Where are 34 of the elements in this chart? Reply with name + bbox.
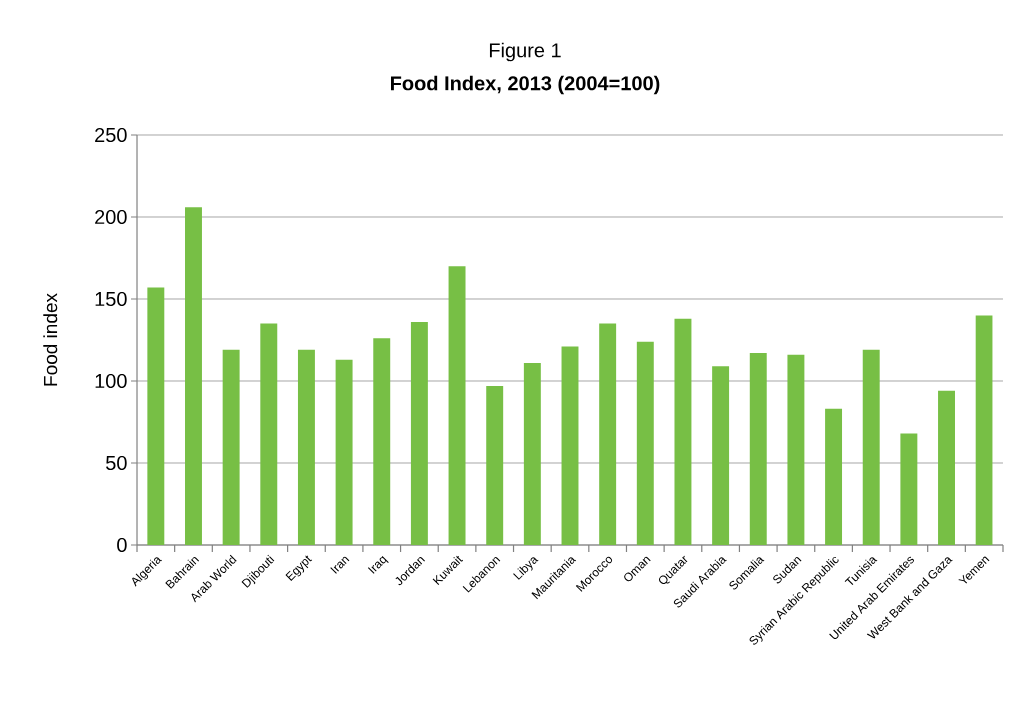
y-tick-label: 150 [95,291,127,307]
bar [297,349,315,545]
bar [222,349,240,545]
bar [636,341,654,545]
bar [938,390,955,545]
y-tick-label: 250 [95,127,127,143]
bar [975,315,993,545]
y-tick-label: 200 [95,209,127,225]
bar [674,318,692,545]
bar [599,323,617,545]
x-tick-label: Iran [330,556,350,574]
bar [712,366,730,545]
bar [185,207,202,545]
bar [335,359,353,545]
x-tick-label: Iraq [367,555,389,574]
bar [862,349,880,545]
bar [749,353,767,545]
bar [147,287,165,545]
chart-subtitle: Food Index, 2013 (2004=100) [391,75,660,95]
bar [900,433,918,545]
bar [561,346,579,545]
chart-title: Figure 1 [489,42,561,62]
bar [486,385,504,545]
bar [410,321,428,545]
bar [373,338,391,545]
y-tick-label: 50 [106,455,127,471]
bar [260,323,278,545]
bar [787,354,805,545]
y-tick-label: 100 [95,373,127,389]
bar [448,266,466,545]
bar [825,408,843,545]
y-axis-title: Food index [43,293,58,386]
bar [523,362,541,545]
y-tick-label: 0 [117,537,127,553]
